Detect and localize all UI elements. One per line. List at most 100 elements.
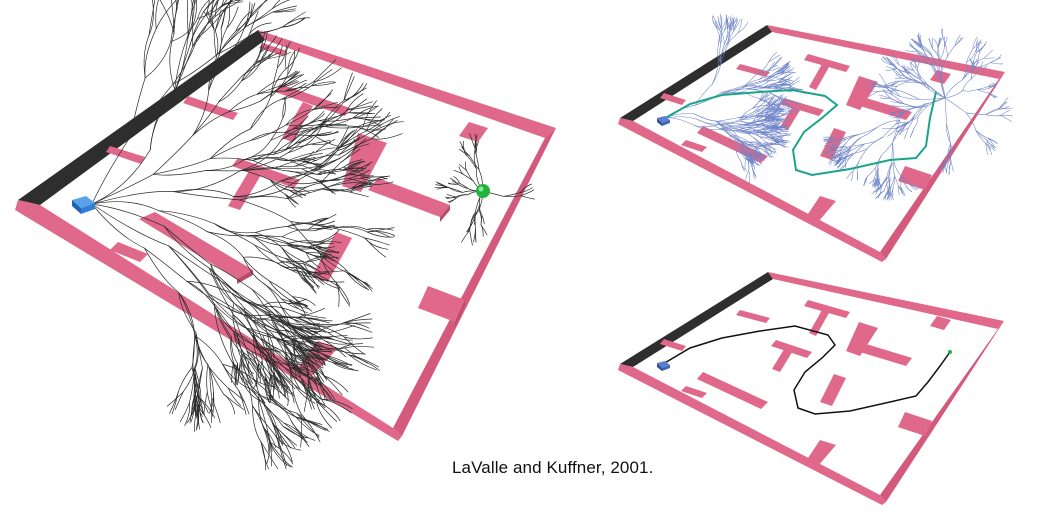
tree-branch [723, 29, 730, 46]
tree-branch [169, 33, 176, 90]
tree-branch [170, 0, 175, 34]
tree-branch [282, 97, 287, 119]
tree-branch [280, 298, 299, 310]
tree-branch [316, 249, 339, 260]
tree-branch [252, 160, 289, 172]
tree-branch [285, 47, 300, 70]
tree-branch [91, 173, 154, 205]
tree-branch [884, 189, 889, 200]
tree-branch [294, 154, 340, 167]
tree-branch [944, 41, 948, 58]
tree-branch [281, 228, 309, 238]
tree-branch [287, 126, 322, 153]
tree-branch [777, 78, 790, 83]
tree-branch [866, 136, 884, 149]
tree-branch [720, 44, 729, 64]
tree-branch [837, 139, 847, 147]
tree-branch [283, 422, 306, 441]
tree-branch [834, 158, 842, 166]
tree-branch [823, 145, 835, 149]
tree-branch [891, 104, 901, 107]
tree-branch [253, 236, 281, 261]
tree-branch [765, 125, 777, 128]
tree-branch [186, 281, 227, 308]
tree-branch [273, 363, 281, 387]
tree-branch [336, 343, 363, 351]
tree-branch [480, 215, 483, 224]
tree-branch [148, 0, 156, 36]
tree-branch [252, 157, 290, 161]
tree-branch [364, 237, 390, 246]
tree-branch [758, 143, 775, 148]
tree-branch [281, 236, 307, 244]
tree-branch [910, 57, 921, 62]
tree-branch [282, 378, 295, 404]
tree-branch [348, 169, 370, 179]
tree-branch [264, 316, 295, 320]
tree-branch [186, 281, 217, 309]
tree-branch [749, 158, 759, 166]
tree-branch [348, 178, 373, 187]
tree-branch [291, 338, 308, 358]
tree-branch [292, 338, 324, 356]
tree-branch [975, 129, 987, 140]
tree-branch [770, 129, 782, 135]
tree-branch [227, 33, 250, 56]
maze-wall-top [258, 30, 556, 138]
tree-branch [767, 142, 777, 153]
tree-branch [300, 153, 323, 159]
tree-branch [254, 244, 286, 259]
tree-branch [985, 109, 999, 115]
tree-branch [256, 85, 283, 95]
tree-branch [243, 170, 271, 181]
tree-branch [285, 41, 291, 70]
tree-branch [262, 334, 293, 375]
tree-branch [271, 422, 280, 449]
tree-branch [716, 28, 721, 45]
tree-branch [257, 346, 280, 353]
tree-branch [900, 175, 910, 185]
tree-branch [230, 336, 238, 364]
tree-branch [352, 106, 378, 119]
tree-branch [233, 362, 237, 382]
tree-branch [871, 85, 887, 89]
tree-branch [313, 245, 335, 249]
tree-branch [733, 19, 738, 32]
tree-branch [314, 379, 326, 407]
tree-branch [268, 315, 303, 349]
tree-branch [323, 354, 353, 366]
tree-branch [760, 97, 770, 101]
tree-branch [825, 140, 835, 144]
tree-branch [745, 124, 763, 134]
tree-branch [470, 215, 475, 225]
tree-branch [317, 117, 354, 122]
tree-branch [169, 391, 179, 414]
tree-branch [311, 323, 345, 325]
tree-branch [260, 441, 279, 470]
tree-branch [317, 112, 350, 122]
tree-branch [769, 131, 781, 136]
tree-branch [987, 137, 998, 144]
tree-branch [872, 177, 875, 187]
tree-branch [285, 79, 308, 92]
tree-branch [849, 137, 862, 149]
tree-branch [264, 314, 299, 318]
tree-branch [322, 125, 355, 127]
tree-branch [884, 84, 894, 96]
tree-branch [909, 41, 918, 52]
tree-branch [273, 360, 296, 386]
tree-branch [733, 134, 741, 150]
tree-branch [830, 148, 841, 151]
tree-branch [242, 256, 264, 284]
tree-branch [772, 76, 784, 80]
tree-branch [286, 358, 309, 375]
tree-branch [256, 362, 260, 388]
tree-branch [954, 34, 961, 46]
tree-branch [913, 117, 919, 129]
tree-branch [249, 235, 283, 238]
tree-branch [933, 38, 939, 49]
tree-branch [191, 393, 196, 415]
tree-branch [301, 347, 325, 377]
tree-branch [348, 272, 373, 292]
tree-branch [473, 148, 477, 169]
